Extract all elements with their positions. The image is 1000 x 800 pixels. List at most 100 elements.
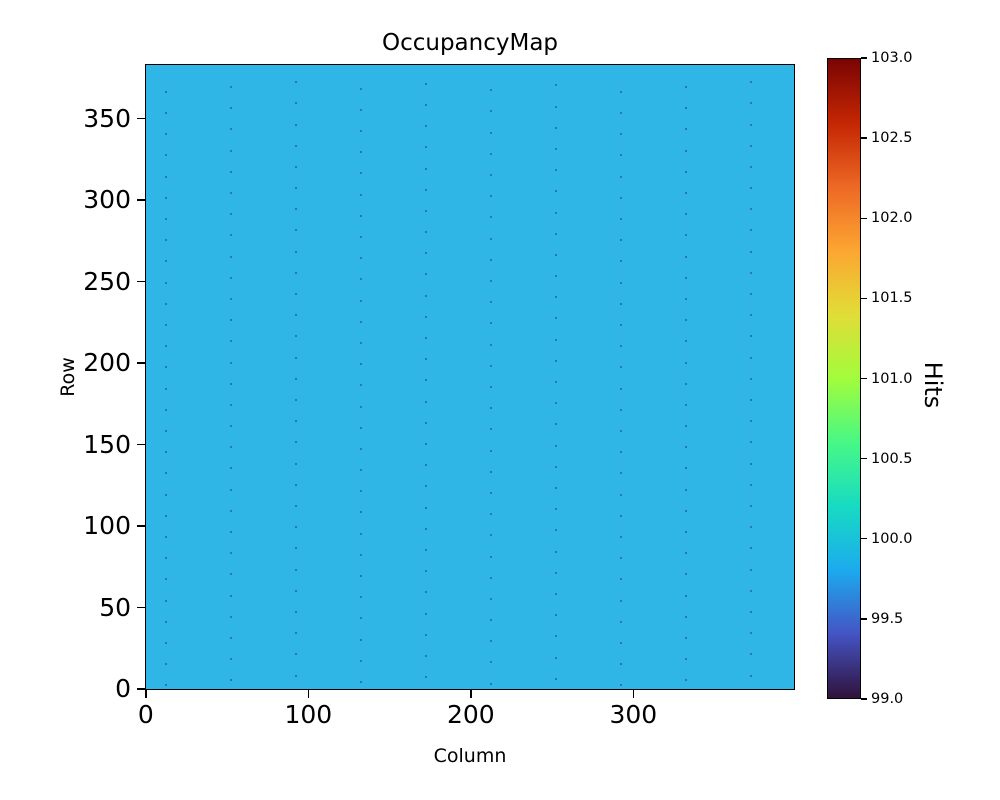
- low-occupancy-pixel-dot: [620, 663, 623, 666]
- low-occupancy-pixel-dot: [425, 337, 428, 340]
- low-occupancy-pixel-dot: [620, 260, 623, 263]
- low-occupancy-pixel-dot: [555, 444, 558, 447]
- low-occupancy-pixel-dot: [620, 557, 623, 560]
- low-occupancy-pixel-dot: [490, 110, 493, 113]
- low-occupancy-pixel-dot: [425, 273, 428, 276]
- x-tick-mark: [145, 690, 147, 698]
- low-occupancy-pixel-dot: [750, 653, 753, 656]
- low-occupancy-pixel-dot: [230, 86, 233, 88]
- low-occupancy-pixel-dot: [165, 324, 168, 327]
- x-tick-label: 200: [446, 700, 495, 729]
- low-occupancy-pixel-dot: [295, 653, 298, 656]
- low-occupancy-pixel-dot: [230, 319, 233, 322]
- low-occupancy-pixel-dot: [165, 578, 168, 581]
- low-occupancy-pixel-dot: [685, 446, 688, 449]
- low-occupancy-pixel-dot: [620, 387, 623, 390]
- low-occupancy-pixel-dot: [360, 384, 363, 387]
- low-occupancy-pixel-dot: [555, 423, 558, 426]
- low-occupancy-pixel-dot: [490, 428, 493, 431]
- low-occupancy-pixel-dot: [750, 462, 753, 465]
- low-occupancy-pixel-dot: [750, 144, 753, 147]
- heatmap-area: [145, 64, 795, 690]
- low-occupancy-pixel-dot: [360, 172, 363, 175]
- low-occupancy-pixel-dot: [555, 105, 558, 108]
- x-tick-mark: [632, 690, 635, 698]
- low-occupancy-pixel-dot: [295, 335, 298, 338]
- low-occupancy-pixel-dot: [230, 531, 233, 534]
- low-occupancy-pixel-dot: [360, 511, 363, 514]
- low-occupancy-pixel-dot: [425, 358, 428, 361]
- low-occupancy-pixel-dot: [685, 149, 688, 152]
- y-tick-label: 150: [83, 429, 131, 459]
- low-occupancy-pixel-dot: [750, 335, 753, 338]
- low-occupancy-pixel-dot: [295, 632, 298, 635]
- low-occupancy-pixel-dot: [490, 640, 493, 643]
- low-occupancy-pixel-dot: [490, 619, 493, 622]
- low-occupancy-pixel-dot: [165, 514, 168, 517]
- low-occupancy-pixel-dot: [685, 531, 688, 534]
- low-occupancy-pixel-dot: [425, 548, 428, 551]
- low-occupancy-pixel-dot: [165, 260, 168, 263]
- low-occupancy-pixel-dot: [490, 195, 493, 198]
- low-occupancy-pixel-dot: [230, 425, 233, 428]
- low-occupancy-pixel-dot: [425, 485, 428, 488]
- low-occupancy-pixel-dot: [165, 281, 168, 284]
- low-occupancy-pixel-dot: [360, 87, 363, 90]
- low-occupancy-pixel-dot: [230, 255, 233, 258]
- low-occupancy-pixel-dot: [295, 314, 298, 317]
- colorbar-tick-mark: [861, 698, 867, 700]
- low-occupancy-pixel-dot: [620, 218, 623, 221]
- y-tick-label: 100: [83, 511, 131, 541]
- low-occupancy-pixel-dot: [360, 553, 363, 556]
- low-occupancy-pixel-dot: [425, 209, 428, 212]
- low-occupancy-pixel-dot: [425, 443, 428, 446]
- low-occupancy-pixel-dot: [230, 340, 233, 343]
- low-occupancy-pixel-dot: [165, 154, 168, 157]
- low-occupancy-pixel-dot: [230, 679, 233, 682]
- low-occupancy-pixel-dot: [620, 345, 623, 348]
- low-occupancy-pixel-dot: [750, 589, 753, 592]
- x-tick-mark: [470, 690, 472, 698]
- low-occupancy-pixel-dot: [750, 547, 753, 550]
- low-occupancy-pixel-dot: [295, 441, 298, 444]
- low-occupancy-pixel-dot: [230, 276, 233, 279]
- low-occupancy-pixel-dot: [555, 402, 558, 405]
- low-occupancy-pixel-dot: [230, 594, 233, 597]
- low-occupancy-pixel-dot: [425, 400, 428, 403]
- low-occupancy-pixel-dot: [685, 552, 688, 555]
- low-occupancy-pixel-dot: [685, 679, 688, 682]
- low-occupancy-pixel-dot: [555, 84, 558, 87]
- low-occupancy-pixel-dot: [490, 534, 493, 537]
- low-occupancy-pixel-dot: [490, 597, 493, 600]
- low-occupancy-pixel-dot: [230, 170, 233, 173]
- low-occupancy-pixel-dot: [360, 405, 363, 408]
- low-occupancy-pixel-dot: [555, 359, 558, 362]
- low-occupancy-pixel-dot: [230, 446, 233, 449]
- low-occupancy-pixel-dot: [165, 366, 168, 369]
- y-tick-mark: [137, 199, 145, 201]
- low-occupancy-pixel-dot: [490, 322, 493, 325]
- low-occupancy-pixel-dot: [425, 315, 428, 318]
- low-occupancy-pixel-dot: [360, 617, 363, 620]
- low-occupancy-pixel-dot: [685, 637, 688, 640]
- low-occupancy-pixel-dot: [620, 493, 623, 496]
- colorbar-tick-mark: [861, 377, 867, 380]
- low-occupancy-pixel-dot: [230, 509, 233, 512]
- low-occupancy-pixel-dot: [620, 324, 623, 327]
- low-occupancy-pixel-dot: [555, 190, 558, 193]
- low-occupancy-pixel-dot: [620, 112, 623, 115]
- low-occupancy-pixel-dot: [165, 239, 168, 242]
- low-occupancy-pixel-dot: [620, 429, 623, 432]
- low-occupancy-pixel-dot: [685, 573, 688, 576]
- low-occupancy-pixel-dot: [425, 146, 428, 149]
- low-occupancy-pixel-dot: [360, 130, 363, 133]
- low-occupancy-pixel-dot: [685, 425, 688, 428]
- low-occupancy-pixel-dot: [555, 529, 558, 532]
- low-occupancy-pixel-dot: [490, 131, 493, 134]
- low-occupancy-pixel-dot: [555, 487, 558, 490]
- low-occupancy-pixel-dot: [750, 377, 753, 380]
- low-occupancy-pixel-dot: [750, 187, 753, 190]
- y-tick-label: 300: [83, 185, 131, 215]
- low-occupancy-pixel-dot: [230, 637, 233, 640]
- low-occupancy-pixel-dot: [230, 403, 233, 406]
